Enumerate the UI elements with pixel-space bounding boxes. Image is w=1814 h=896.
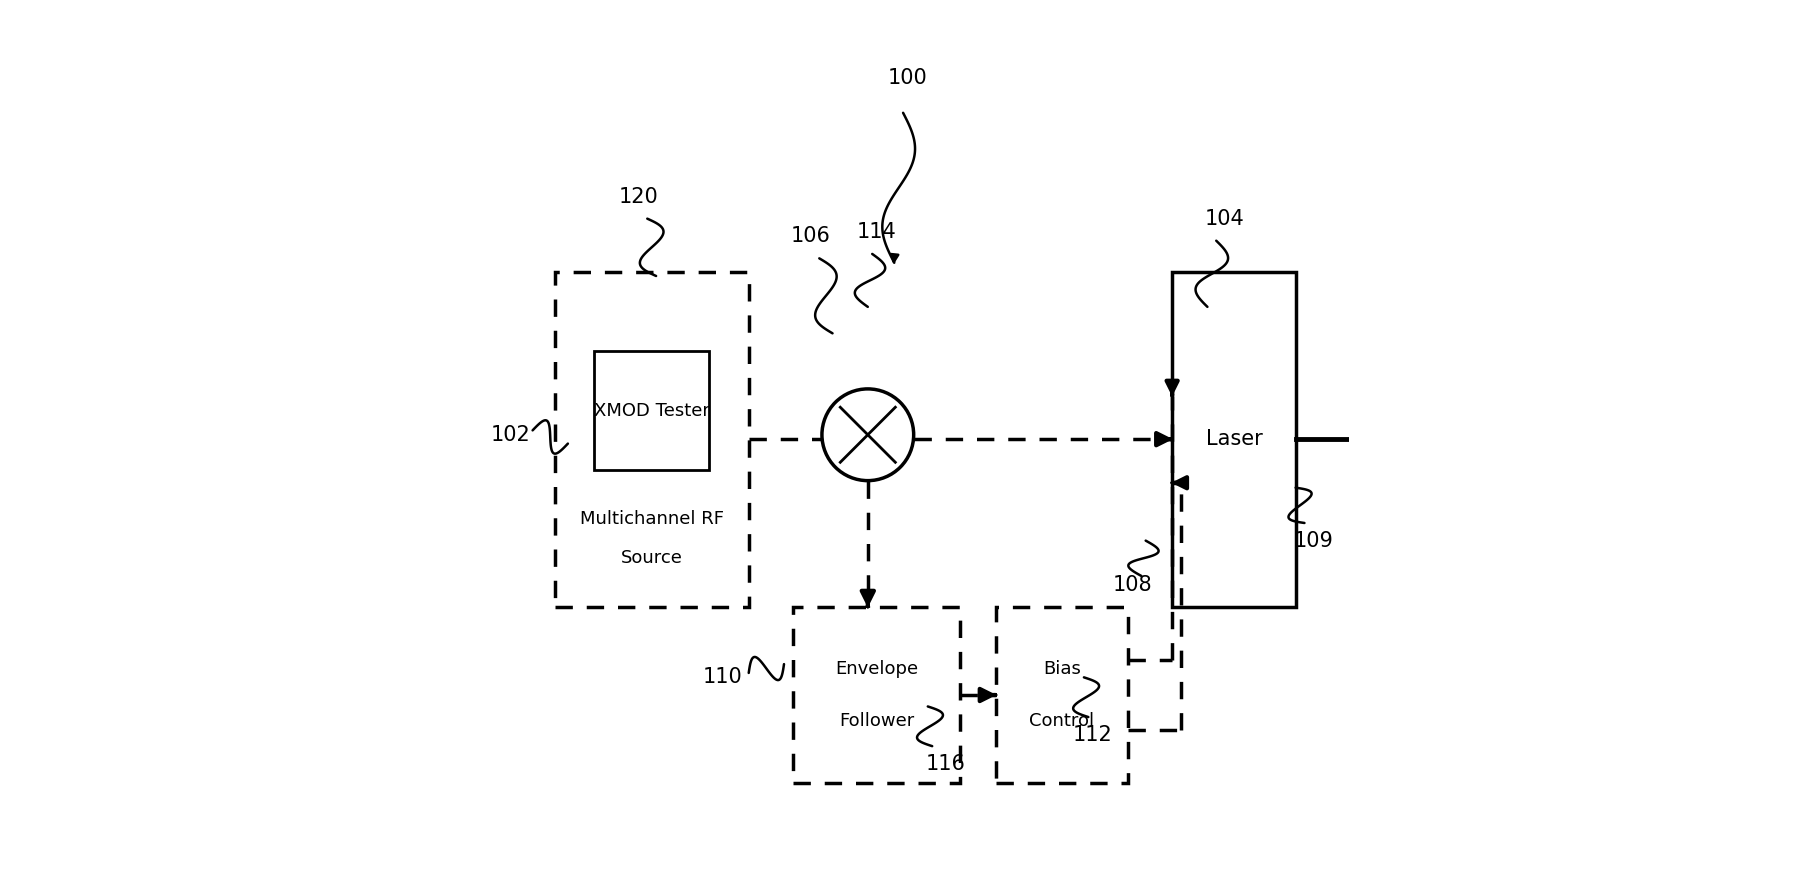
Text: 100: 100: [887, 67, 927, 88]
Text: 112: 112: [1072, 725, 1112, 745]
Text: Control: Control: [1029, 712, 1094, 730]
Text: 110: 110: [702, 668, 742, 687]
Bar: [1172, 271, 1295, 607]
Text: 116: 116: [925, 754, 965, 774]
Text: Source: Source: [620, 549, 682, 567]
Text: Bias: Bias: [1043, 659, 1079, 677]
Bar: [996, 607, 1128, 783]
Text: Envelope: Envelope: [834, 659, 918, 677]
Text: XMOD Tester: XMOD Tester: [593, 401, 709, 419]
Bar: [593, 351, 709, 470]
Text: 109: 109: [1293, 530, 1333, 551]
Text: Laser: Laser: [1204, 429, 1261, 449]
Text: 114: 114: [856, 222, 896, 242]
Text: 120: 120: [619, 186, 658, 207]
Text: 102: 102: [490, 425, 530, 444]
Text: Multichannel RF: Multichannel RF: [579, 510, 724, 528]
Text: 108: 108: [1112, 574, 1152, 595]
Text: 104: 104: [1204, 209, 1244, 228]
Bar: [793, 607, 960, 783]
Bar: [555, 271, 749, 607]
Text: Follower: Follower: [838, 712, 914, 730]
Text: 106: 106: [791, 227, 831, 246]
